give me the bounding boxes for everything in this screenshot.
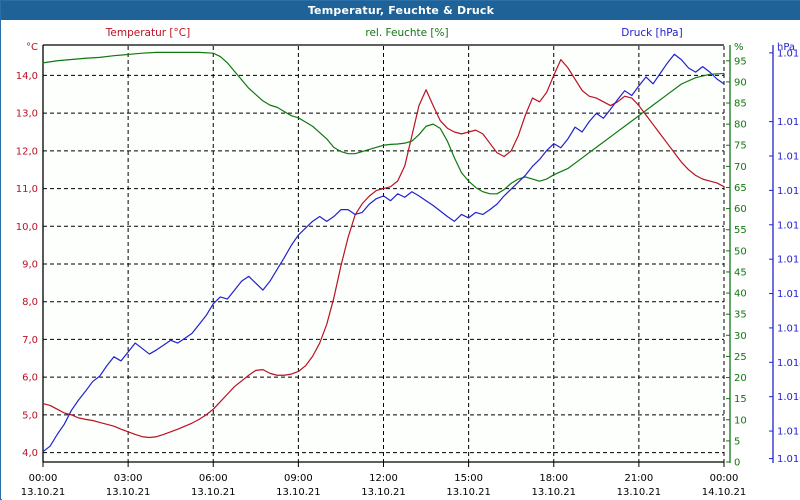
left-axis-tick-label: 12,0 (16, 146, 38, 157)
left-axis-tick-label: 11,0 (16, 184, 38, 195)
right-pressure-tick-label: 1.016 (777, 220, 800, 231)
x-axis-date-label: 14.10.21 (702, 487, 747, 498)
window-title: Temperatur, Feuchte & Druck (307, 4, 495, 17)
right-humidity-tick-label: 20 (734, 373, 747, 384)
x-axis-time-label: 18:00 (539, 473, 568, 484)
right-pressure-tick-label: 1.015 (777, 289, 800, 300)
left-axis-tick-label: 5,0 (22, 410, 38, 421)
chart-legend: Temperatur [°C] rel. Feuchte [%] Druck [hP… (105, 27, 683, 39)
legend-pressure: Druck [hPa] (621, 27, 682, 39)
right-humidity-tick-label: 10 (734, 415, 747, 426)
right-humidity-tick-label: 25 (734, 352, 747, 363)
series-line-left (42, 58, 725, 439)
right-pressure-tick-label: 1.018 (777, 48, 800, 59)
right-humidity-tick-label: 45 (734, 267, 747, 278)
left-axis-tick-label: 13,0 (16, 109, 38, 120)
x-axis-date-label: 13.10.21 (21, 487, 66, 498)
right-humidity-tick-label: 30 (734, 331, 747, 342)
right-humidity-unit-label: % (734, 42, 744, 53)
x-axis-date-label: 13.10.21 (361, 487, 406, 498)
left-axis-tick-label: 9,0 (22, 259, 38, 270)
x-axis-date-label: 13.10.21 (106, 487, 151, 498)
right-humidity-tick-label: 40 (734, 289, 747, 300)
window-title-bar: Temperatur, Feuchte & Druck (1, 1, 800, 20)
x-axis-date-label: 13.10.21 (446, 487, 491, 498)
left-axis-tick-label: 10,0 (16, 222, 38, 233)
left-axis-tick-label: 6,0 (22, 373, 38, 384)
x-axis-time-label: 06:00 (199, 473, 228, 484)
axis-tick-labels: 14,0 13,0 12,0 11,0 10,0 9,0 8,0 7,0 6,0 5,0 4,0 °C… (16, 42, 800, 498)
data-series-lines (42, 51, 725, 453)
right-pressure-tick-label: 1.015 (777, 323, 800, 334)
right-pressure-tick-label: 1.015 (777, 255, 800, 266)
x-axis-date-label: 13.10.21 (191, 487, 236, 498)
right-pressure-unit-label: hPa (777, 42, 795, 53)
right-humidity-tick-label: 85 (734, 99, 747, 110)
right-humidity-tick-label: 35 (734, 310, 747, 321)
right-humidity-tick-label: 55 (734, 225, 747, 236)
left-axis-tick-label: 14,0 (16, 71, 38, 82)
right-pressure-tick-label: 1.014 (777, 392, 800, 403)
x-axis-date-label: 13.10.21 (531, 487, 576, 498)
axis-lines (42, 44, 774, 467)
right-humidity-tick-label: 5 (734, 436, 740, 447)
left-axis-tick-label: 8,0 (22, 297, 38, 308)
right-humidity-tick-label: 75 (734, 141, 747, 152)
left-axis-tick-label: 4,0 (22, 448, 38, 459)
x-axis-time-label: 00:00 (29, 473, 58, 484)
series-line-right_inner (42, 51, 725, 195)
left-axis-tick-label: 7,0 (22, 335, 38, 346)
x-axis-time-label: 15:00 (454, 473, 483, 484)
right-humidity-tick-label: 65 (734, 183, 747, 194)
legend-temperature: Temperatur [°C] (105, 27, 190, 39)
right-humidity-tick-label: 15 (734, 394, 747, 405)
x-axis-time-label: 12:00 (369, 473, 398, 484)
x-axis-time-label: 21:00 (624, 473, 653, 484)
right-humidity-tick-label: 90 (734, 77, 747, 88)
right-pressure-tick-label: 1.013 (777, 454, 800, 465)
right-humidity-tick-label: 80 (734, 120, 747, 131)
right-pressure-tick-label: 1.017 (777, 117, 800, 128)
right-pressure-tick-label: 1.016 (777, 186, 800, 197)
x-axis-time-label: 09:00 (284, 473, 313, 484)
weather-chart-svg: Temperatur [°C] rel. Feuchte [%] Druck [hP… (2, 20, 800, 500)
left-axis-unit-label: °C (26, 42, 38, 53)
x-axis-date-label: 13.10.21 (276, 487, 321, 498)
legend-humidity: rel. Feuchte [%] (365, 27, 448, 39)
right-pressure-tick-label: 1.013 (777, 427, 800, 438)
x-axis-time-label: 00:00 (710, 473, 739, 484)
series-line-right_outer (42, 53, 725, 453)
x-axis-time-label: 03:00 (114, 473, 143, 484)
right-humidity-tick-label: 95 (734, 56, 747, 67)
right-humidity-tick-label: 70 (734, 162, 747, 173)
grid-lines (43, 46, 725, 462)
right-pressure-tick-label: 1.017 (777, 152, 800, 163)
x-axis-date-label: 13.10.21 (617, 487, 662, 498)
chart-canvas-container: Temperatur [°C] rel. Feuchte [%] Druck [hP… (2, 20, 800, 500)
right-humidity-tick-label: 60 (734, 204, 747, 215)
right-humidity-tick-label: 50 (734, 246, 747, 257)
right-pressure-tick-label: 1.014 (777, 358, 800, 369)
right-humidity-tick-label: 0 (734, 458, 740, 469)
